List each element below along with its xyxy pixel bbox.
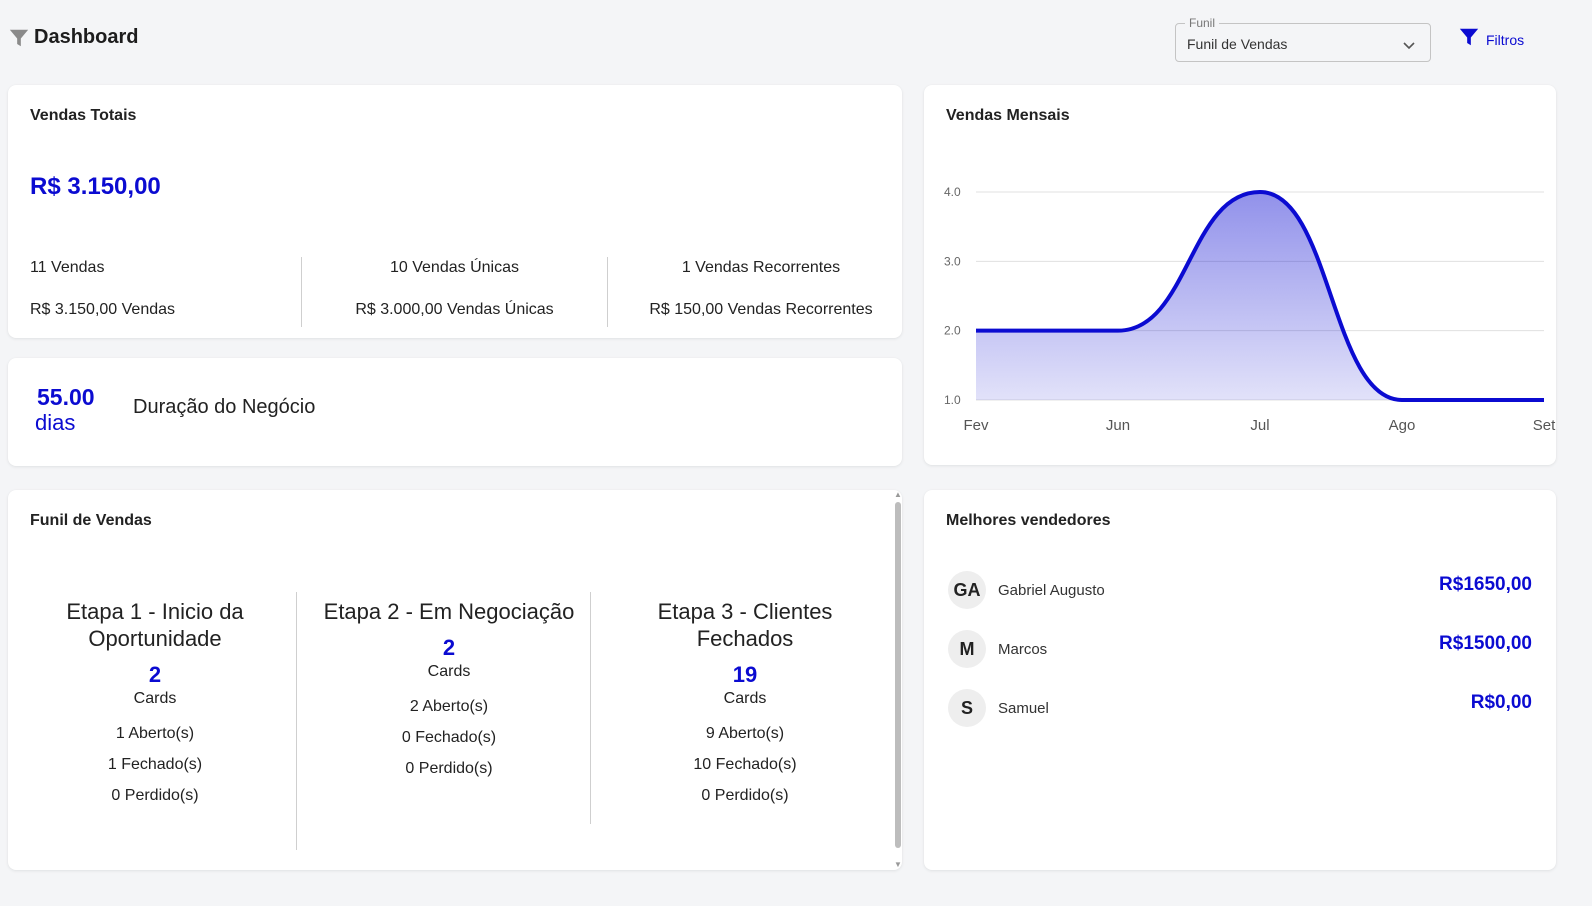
stage-cards-label: Cards [133,690,177,707]
stage-count: 19 [732,662,758,687]
funil-select-legend: Funil [1185,16,1220,30]
stat-count: 11 Vendas [30,259,105,276]
seller-name: Gabriel Augusto [998,582,1105,599]
seller-amount: R$1500,00 [1439,633,1532,654]
scroll-thumb[interactable] [895,502,901,848]
stage-name-line1: Etapa 3 - Clientes [657,599,833,624]
stage-fechado: 1 Fechado(s) [107,756,203,773]
y-tick-label: 1.0 [944,393,961,407]
duracao-value: 55.00 [37,384,95,410]
funil-card: Funil de Vendas Etapa 1 - Inicio da Opor… [8,490,902,870]
stat-value: R$ 3.150,00 Vendas [30,301,176,318]
page-title-text: Dashboard [34,26,139,48]
duracao-label: Duração do Negócio [133,396,316,418]
stage-perdido: 0 Perdido(s) [405,760,493,777]
vendas-totais-card: Vendas Totais R$ 3.150,00 11 Vendas R$ 3… [8,85,902,338]
y-tick-label: 2.0 [944,324,961,338]
avatar: M [948,630,986,668]
x-tick-label: Jun [1106,417,1130,434]
scroll-down-arrow-icon[interactable]: ▼ [894,860,902,869]
x-tick-label: Set [1533,417,1556,434]
stage-perdido: 0 Perdido(s) [701,787,789,804]
avatar: GA [948,571,986,609]
stage-count: 2 [442,635,456,660]
stage-fechado: 10 Fechado(s) [693,756,797,773]
funil-scrollbar[interactable]: ▲ ▼ [893,490,903,870]
funil-select[interactable]: Funil Funil de Vendas [1175,16,1431,62]
seller-row: M Marcos R$1500,00 [946,630,1534,670]
stage-2: Etapa 2 - Em Negociação 2 Cards 2 Aberto… [302,598,596,779]
stage-3: Etapa 3 - Clientes Fechados 19 Cards 9 A… [596,598,894,806]
stat-count: 10 Vendas Únicas [390,259,519,276]
page-title: Dashboard [8,26,138,49]
stage-name-line1: Etapa 2 - Em Negociação [323,599,575,624]
stage-count: 2 [148,662,162,687]
series-area [976,192,1544,400]
stage-cards-label: Cards [427,663,471,680]
card-title: Vendas Mensais [946,107,1070,124]
stat-count: 1 Vendas Recorrentes [681,259,841,276]
seller-amount: R$0,00 [1470,692,1532,713]
y-tick-label: 4.0 [944,185,961,199]
vendedores-card: Melhores vendedores GA Gabriel Augusto R… [924,490,1556,870]
stage-fechado: 0 Fechado(s) [401,729,497,746]
x-tick-label: Jul [1250,417,1269,434]
x-tick-label: Ago [1389,417,1416,434]
stage-aberto: 1 Aberto(s) [115,725,195,742]
filtros-button[interactable]: Filtros [1458,26,1524,53]
stat-vendas: 11 Vendas R$ 3.150,00 Vendas [30,255,300,329]
total-amount: R$ 3.150,00 [30,173,161,200]
scroll-up-arrow-icon[interactable]: ▲ [894,490,902,499]
stage-name-line2: Oportunidade [88,626,222,651]
duracao-card: 55.00 dias Duração do Negócio [8,358,902,466]
stage-name-line1: Etapa 1 - Inicio da [66,599,244,624]
seller-name: Samuel [998,700,1049,717]
filtros-label: Filtros [1486,31,1525,48]
stat-vendas-unicas: 10 Vendas Únicas R$ 3.000,00 Vendas Únic… [302,255,607,329]
y-tick-label: 3.0 [944,254,961,268]
stage-aberto: 9 Aberto(s) [705,725,785,742]
x-tick-label: Fev [963,417,989,434]
funil-select-value: Funil de Vendas [1187,36,1288,52]
stage-name-line2: Fechados [696,626,794,651]
stage-1: Etapa 1 - Inicio da Oportunidade 2 Cards… [8,598,302,806]
card-title: Melhores vendedores [946,512,1111,529]
divider [296,592,297,850]
stat-vendas-recorrentes: 1 Vendas Recorrentes R$ 150,00 Vendas Re… [608,255,914,329]
seller-name: Marcos [998,641,1048,658]
seller-amount: R$1650,00 [1439,574,1532,595]
divider [590,592,591,824]
stage-cards-label: Cards [723,690,767,707]
duracao-unit: dias [35,410,76,435]
stage-aberto: 2 Aberto(s) [409,698,489,715]
filter-icon [1458,26,1480,53]
seller-row: S Samuel R$0,00 [946,689,1534,729]
header: Dashboard Funil Funil de Vendas Filtros [0,0,1592,78]
funnel-icon [8,27,30,49]
seller-row: GA Gabriel Augusto R$1650,00 [946,571,1534,611]
divider [301,257,302,327]
vendas-mensais-card: Vendas Mensais 1.0 2.0 3.0 4.0 Fev Jun Jul Ago S… [924,85,1556,465]
stat-value: R$ 3.000,00 Vendas Únicas [355,301,554,318]
series-line [975,189,1544,403]
chevron-down-icon [1402,38,1416,56]
card-title: Funil de Vendas [30,512,152,529]
avatar: S [948,689,986,727]
card-title: Vendas Totais [30,107,137,124]
stage-perdido: 0 Perdido(s) [111,787,199,804]
divider [607,257,608,327]
stat-value: R$ 150,00 Vendas Recorrentes [649,301,873,318]
vendas-mensais-chart: 1.0 2.0 3.0 4.0 Fev Jun Jul Ago Set [944,185,1556,434]
